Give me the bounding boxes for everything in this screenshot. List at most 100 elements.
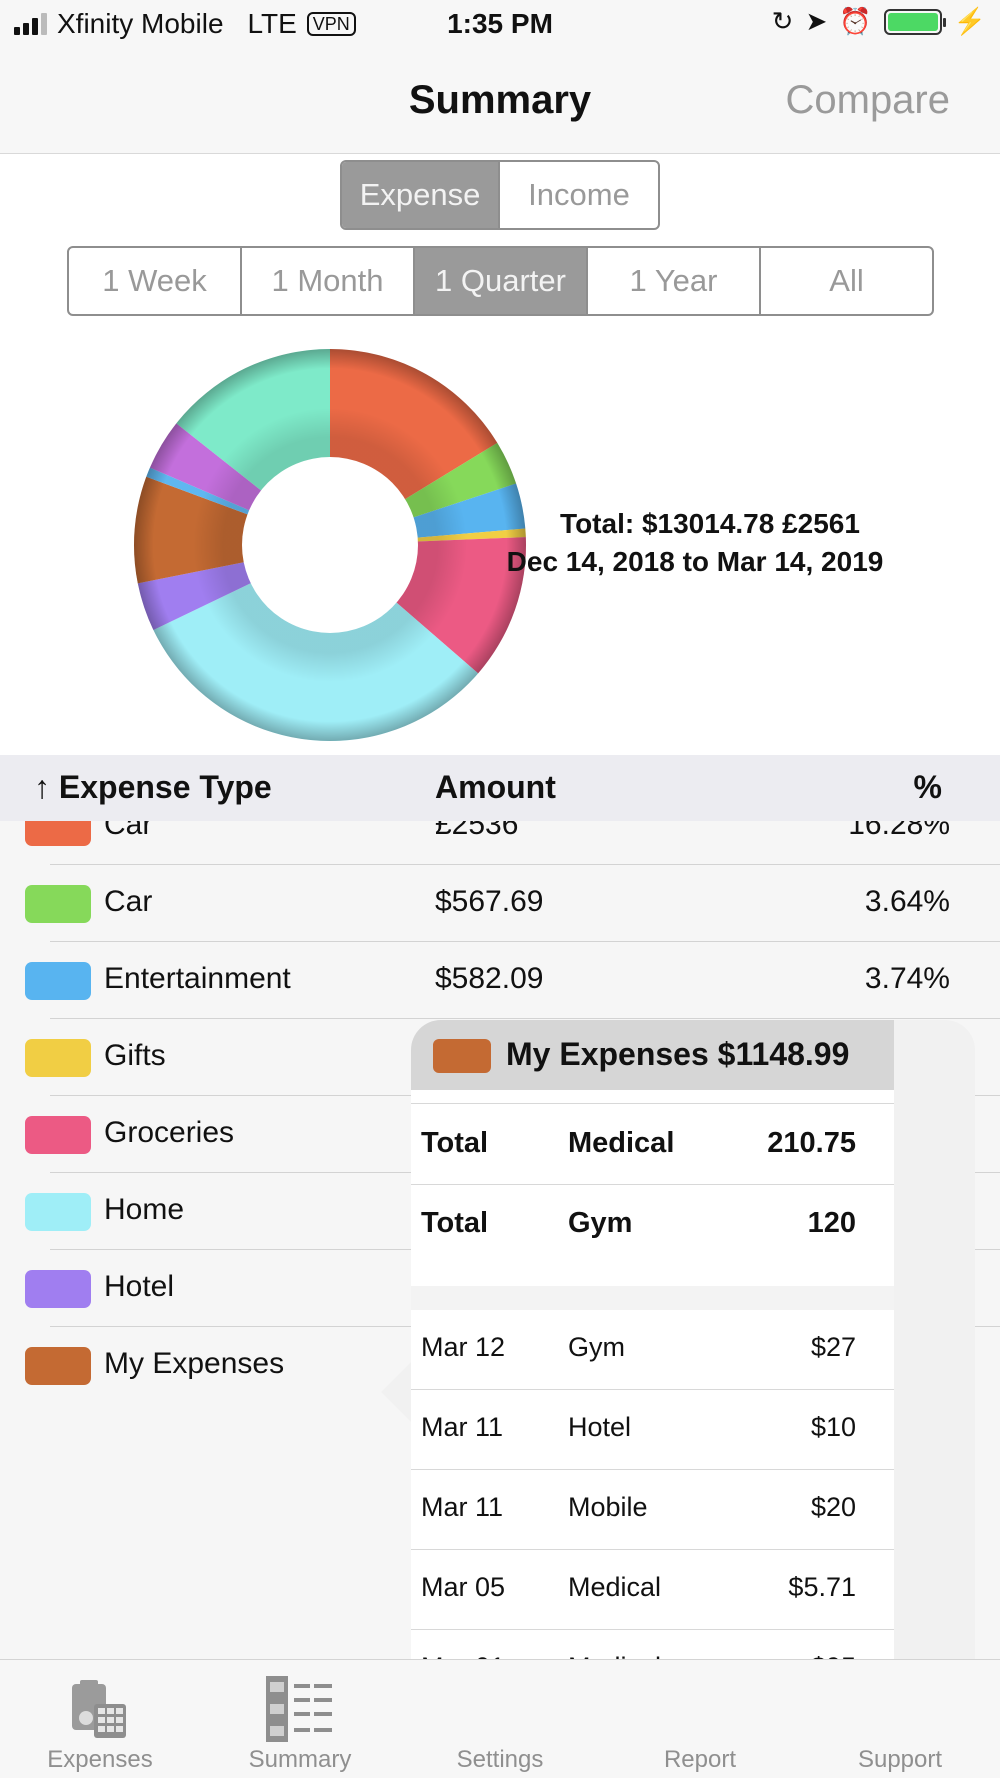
expense-type-header[interactable]: ↑ Expense Type bbox=[34, 769, 272, 805]
tab-support[interactable]: Support bbox=[800, 1660, 1000, 1778]
summary-list-icon bbox=[266, 1676, 332, 1742]
entry-date: Mar 11 bbox=[421, 1412, 504, 1442]
popover-header: My Expenses $1148.99 bbox=[411, 1020, 894, 1090]
alarm-icon: ⏰ bbox=[839, 6, 872, 36]
compare-button[interactable]: Compare bbox=[785, 78, 950, 122]
total-category: Medical bbox=[568, 1127, 675, 1159]
chart-caption: Total: $13014.78 £2561 Dec 14, 2018 to M… bbox=[480, 505, 910, 581]
network-label: LTE bbox=[247, 8, 297, 39]
list-row[interactable]: My Expenses bbox=[0, 1327, 1000, 1404]
expense-donut-chart[interactable] bbox=[130, 345, 530, 745]
popover-entry-row[interactable]: Mar 11 Mobile $20 bbox=[411, 1470, 894, 1550]
segment-1-week[interactable]: 1 Week bbox=[69, 248, 242, 314]
navigation-bar: Summary Compare bbox=[0, 50, 1000, 154]
vpn-badge: VPN bbox=[306, 12, 356, 36]
popover-entry-row[interactable]: Mar 11 Hotel $10 bbox=[411, 1390, 894, 1470]
expense-detail-popover[interactable]: My Expenses $1148.99 Total Medical 210.7… bbox=[381, 1020, 975, 1740]
row-name: Gifts bbox=[104, 1039, 166, 1072]
tab-report[interactable]: Report bbox=[600, 1660, 800, 1778]
popover-arrow bbox=[381, 1360, 413, 1424]
color-swatch bbox=[25, 1116, 91, 1154]
popover-title: My Expenses $1148.99 bbox=[506, 1036, 850, 1072]
battery-icon bbox=[883, 8, 946, 35]
segment-expense[interactable]: Expense bbox=[342, 162, 501, 228]
chart-total-label: Total: $13014.78 £2561 bbox=[560, 508, 860, 539]
expenses-calculator-icon bbox=[72, 1680, 126, 1738]
entry-amount: $10 bbox=[810, 1412, 856, 1442]
signal-icon bbox=[14, 13, 47, 35]
row-amount: $567.69 bbox=[435, 885, 544, 918]
popover-entry-row[interactable]: Mar 12 Gym $27 bbox=[411, 1310, 894, 1390]
color-swatch bbox=[25, 1270, 91, 1308]
row-name: Car bbox=[104, 885, 153, 918]
tab-label: Report bbox=[663, 1746, 737, 1773]
tab-label: Support bbox=[857, 1746, 943, 1773]
row-percent: 16.28% bbox=[848, 821, 950, 841]
popover-total-row[interactable]: Total Medical 210.75 bbox=[411, 1105, 894, 1185]
tab-label: Expenses bbox=[47, 1746, 153, 1773]
entry-amount: $20 bbox=[810, 1492, 856, 1522]
status-right: ↻ ➤ ⏰ ⚡ bbox=[772, 6, 986, 37]
popover-body[interactable]: Total Medical 210.75 Total Gym 120 Mar 1… bbox=[411, 1090, 894, 1730]
row-percent: 3.64% bbox=[864, 885, 950, 918]
list-row[interactable]: Home bbox=[0, 1173, 1000, 1250]
list-row[interactable]: Car £2536 16.28% bbox=[0, 821, 1000, 865]
segment-1-year[interactable]: 1 Year bbox=[588, 248, 761, 314]
popover-total-row[interactable]: Total Gym 120 bbox=[411, 1185, 894, 1265]
charging-icon: ⚡ bbox=[953, 6, 986, 36]
percent-header[interactable]: % bbox=[913, 769, 942, 805]
color-swatch bbox=[25, 821, 91, 846]
type-segmented-control: Expense Income bbox=[340, 160, 660, 230]
chart-date-range-label: Dec 14, 2018 to Mar 14, 2019 bbox=[506, 546, 884, 577]
row-name: My Expenses bbox=[104, 1347, 285, 1380]
row-name: Car bbox=[104, 821, 153, 841]
status-bar: Xfinity Mobile LTE VPN 1:35 PM ↻ ➤ ⏰ ⚡ bbox=[0, 0, 1000, 50]
amount-header[interactable]: Amount bbox=[435, 769, 556, 805]
tab-settings[interactable]: Settings bbox=[400, 1660, 600, 1778]
segment-1-quarter[interactable]: 1 Quarter bbox=[415, 248, 588, 314]
list-row[interactable]: Car $567.69 3.64% bbox=[0, 865, 1000, 942]
color-swatch bbox=[25, 1193, 91, 1231]
entry-date: Mar 12 bbox=[421, 1332, 506, 1362]
list-row[interactable]: Entertainment $582.09 3.74% bbox=[0, 942, 1000, 1019]
carrier-label: Xfinity Mobile bbox=[57, 8, 224, 39]
row-amount: $582.09 bbox=[435, 962, 544, 995]
entry-date: Mar 11 bbox=[421, 1492, 504, 1522]
popover-entry-row[interactable]: Mar 05 Medical $5.71 bbox=[411, 1550, 894, 1630]
location-icon: ➤ bbox=[805, 6, 828, 36]
segment-all[interactable]: All bbox=[829, 263, 864, 298]
color-swatch bbox=[25, 885, 91, 923]
total-amount: 120 bbox=[807, 1207, 856, 1239]
entry-date: Mar 05 bbox=[421, 1572, 506, 1602]
entry-amount: $5.71 bbox=[788, 1572, 856, 1602]
tab-label: Settings bbox=[456, 1746, 544, 1773]
segment-1-month[interactable]: 1 Month bbox=[242, 248, 415, 314]
entry-amount: $27 bbox=[810, 1332, 856, 1362]
status-left: Xfinity Mobile LTE VPN bbox=[14, 8, 356, 40]
total-amount: 210.75 bbox=[767, 1127, 856, 1159]
entry-category: Medical bbox=[568, 1572, 662, 1602]
donut-hole bbox=[242, 457, 418, 633]
color-swatch bbox=[25, 1039, 91, 1077]
orientation-lock-icon: ↻ bbox=[771, 6, 794, 36]
entry-category: Gym bbox=[568, 1332, 625, 1362]
table-header: ↑ Expense Type Amount % bbox=[0, 755, 1000, 821]
row-name: Hotel bbox=[104, 1270, 175, 1303]
row-name: Groceries bbox=[104, 1116, 235, 1149]
range-segmented-control: 1 Week 1 Month 1 Quarter 1 Year All bbox=[67, 246, 934, 316]
row-percent: 3.74% bbox=[864, 962, 950, 995]
segment-income[interactable]: Income bbox=[528, 177, 630, 212]
tab-label: Summary bbox=[248, 1746, 352, 1773]
status-time: 1:35 PM bbox=[447, 8, 553, 39]
total-label: Total bbox=[421, 1127, 489, 1159]
color-swatch bbox=[25, 962, 91, 1000]
entry-category: Hotel bbox=[568, 1412, 632, 1442]
color-swatch bbox=[25, 1347, 91, 1385]
tab-summary[interactable]: Summary bbox=[200, 1660, 400, 1778]
popover-color-swatch bbox=[433, 1039, 491, 1073]
row-name: Home bbox=[104, 1193, 185, 1226]
tab-expenses[interactable]: Expenses bbox=[0, 1660, 200, 1778]
row-amount: £2536 bbox=[435, 821, 519, 841]
page-title: Summary bbox=[408, 78, 592, 122]
total-label: Total bbox=[421, 1207, 489, 1239]
